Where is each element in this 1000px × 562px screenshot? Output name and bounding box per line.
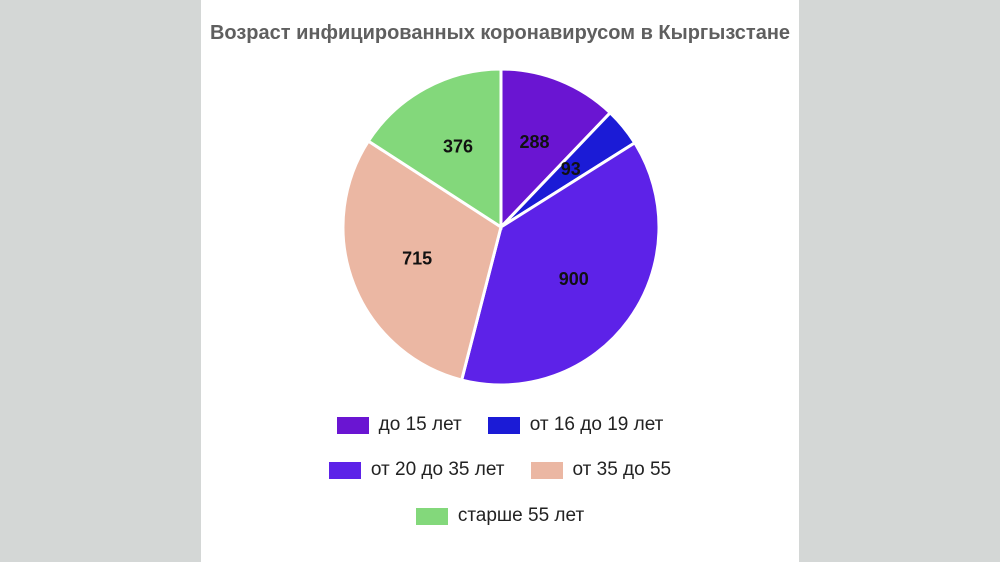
- legend-swatch: [336, 416, 369, 434]
- legend-label: старше 55 лет: [457, 505, 585, 526]
- slice-value-label: 715: [402, 248, 432, 268]
- pie-chart: 288 93 900 715 376: [341, 67, 661, 387]
- chart-card: Возраст инфицированных коронавирусом в К…: [201, 0, 799, 562]
- legend-row-3: старше 55 лет: [201, 505, 799, 527]
- legend-swatch: [328, 461, 361, 479]
- slice-value-label: 93: [561, 159, 581, 179]
- slice-value-label: 376: [443, 137, 473, 157]
- legend-swatch: [530, 461, 563, 479]
- legend-label: до 15 лет: [378, 414, 462, 435]
- slice-value-label: 288: [520, 132, 550, 152]
- legend-label: от 16 до 19 лет: [529, 414, 664, 435]
- legend-item: от 16 до 19 лет: [487, 414, 664, 436]
- pie-slice: [459, 140, 661, 387]
- legend-swatch: [415, 507, 448, 525]
- legend-row-1: до 15 лет от 16 до 19 лет: [201, 414, 799, 436]
- slice-value-label: 900: [559, 269, 589, 289]
- legend-row-2: от 20 до 35 лет от 35 до 55: [201, 459, 799, 481]
- legend-item: от 35 до 55: [530, 459, 672, 481]
- legend-item: старше 55 лет: [415, 505, 585, 527]
- legend-item: от 20 до 35 лет: [328, 459, 505, 481]
- pie-slice: [366, 67, 503, 230]
- chart-title: Возраст инфицированных коронавирусом в К…: [209, 22, 791, 44]
- pie-slice: [341, 139, 503, 382]
- legend-swatch: [487, 416, 520, 434]
- pie-slice: [499, 67, 613, 231]
- legend-label: от 35 до 55: [572, 459, 672, 480]
- legend-item: до 15 лет: [336, 414, 462, 436]
- legend-label: от 20 до 35 лет: [370, 459, 505, 480]
